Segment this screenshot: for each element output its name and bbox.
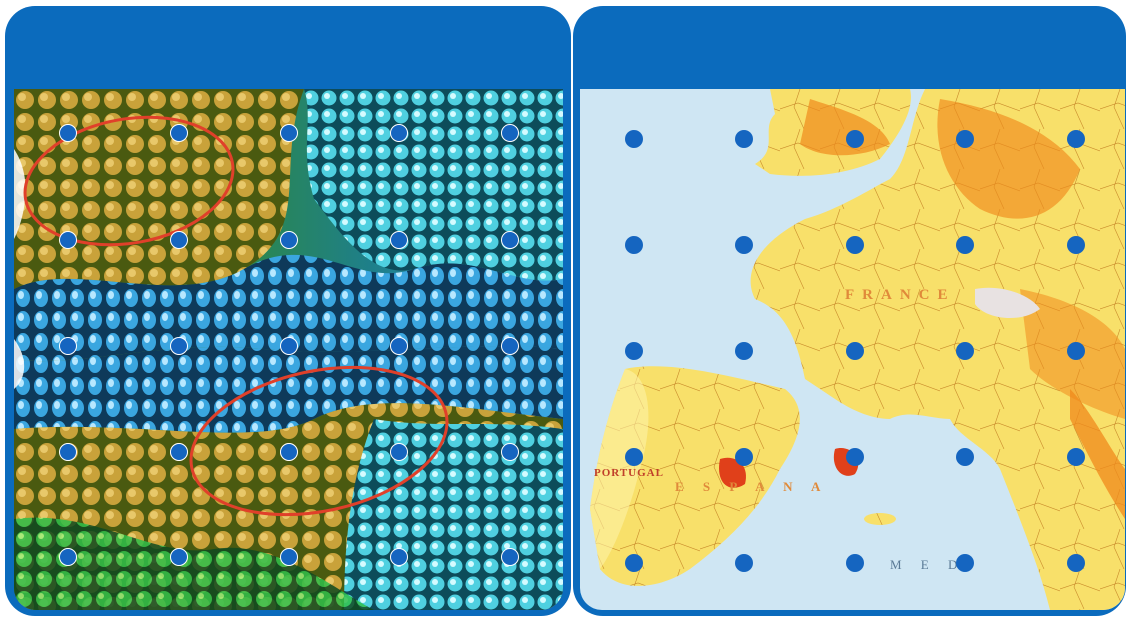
- right-grid-point-r4-c5[interactable]: [1067, 448, 1085, 466]
- left-grid-point-r2-c1[interactable]: [59, 231, 77, 249]
- right-grid-point-r4-c2[interactable]: [735, 448, 753, 466]
- left-grid-point-r5-c5[interactable]: [501, 548, 519, 566]
- right-grid-point-r1-c4[interactable]: [956, 130, 974, 148]
- left-grid-point-r2-c5[interactable]: [501, 231, 519, 249]
- left-grid-point-r5-c1[interactable]: [59, 548, 77, 566]
- right-grid-point-r5-c1[interactable]: [625, 554, 643, 572]
- right-grid-point-r3-c2[interactable]: [735, 342, 753, 360]
- right-grid-point-r4-c1[interactable]: [625, 448, 643, 466]
- right-grid-point-r3-c1[interactable]: [625, 342, 643, 360]
- right-grid-point-r5-c5[interactable]: [1067, 554, 1085, 572]
- left-grid-point-r5-c3[interactable]: [280, 548, 298, 566]
- right-grid-point-r1-c5[interactable]: [1067, 130, 1085, 148]
- map-label-mediterranean: M E D: [890, 557, 966, 572]
- left-panel: [5, 6, 571, 616]
- right-grid-point-r3-c5[interactable]: [1067, 342, 1085, 360]
- right-grid-point-r1-c2[interactable]: [735, 130, 753, 148]
- europe-map-image: FRANCE E S P A N A PORTUGAL M E D: [580, 89, 1125, 610]
- left-grid-point-r1-c3[interactable]: [280, 124, 298, 142]
- right-grid-point-r2-c1[interactable]: [625, 236, 643, 254]
- left-grid-point-r5-c4[interactable]: [390, 548, 408, 566]
- left-grid-point-r4-c3[interactable]: [280, 443, 298, 461]
- right-grid-point-r2-c2[interactable]: [735, 236, 753, 254]
- left-grid-point-r4-c4[interactable]: [390, 443, 408, 461]
- map-label-france: FRANCE: [845, 287, 956, 303]
- left-grid-point-r4-c2[interactable]: [170, 443, 188, 461]
- map-label-espana: E S P A N A: [675, 479, 829, 494]
- europe-map-graphic: [580, 89, 1125, 610]
- right-panel-header: [573, 6, 1126, 88]
- left-grid-point-r4-c5[interactable]: [501, 443, 519, 461]
- left-grid-point-r2-c3[interactable]: [280, 231, 298, 249]
- map-label-portugal: PORTUGAL: [594, 467, 664, 479]
- left-grid-point-r1-c2[interactable]: [170, 124, 188, 142]
- left-grid-point-r3-c4[interactable]: [390, 337, 408, 355]
- left-grid-point-r3-c1[interactable]: [59, 337, 77, 355]
- right-grid-point-r2-c4[interactable]: [956, 236, 974, 254]
- left-grid-point-r3-c5[interactable]: [501, 337, 519, 355]
- left-grid-point-r2-c4[interactable]: [390, 231, 408, 249]
- right-grid-point-r2-c3[interactable]: [846, 236, 864, 254]
- right-grid-point-r3-c4[interactable]: [956, 342, 974, 360]
- right-grid-point-r5-c3[interactable]: [846, 554, 864, 572]
- left-grid-point-r3-c3[interactable]: [280, 337, 298, 355]
- left-grid-point-r1-c4[interactable]: [390, 124, 408, 142]
- left-grid-point-r1-c5[interactable]: [501, 124, 519, 142]
- highlight-ellipse-top: [23, 115, 235, 247]
- right-panel: FRANCE E S P A N A PORTUGAL M E D: [573, 6, 1126, 616]
- molecular-surface-graphic: [14, 89, 563, 610]
- highlight-ellipse-bottom: [189, 365, 449, 517]
- right-grid-point-r4-c4[interactable]: [956, 448, 974, 466]
- left-grid-point-r4-c1[interactable]: [59, 443, 77, 461]
- left-grid-point-r5-c2[interactable]: [170, 548, 188, 566]
- right-grid-point-r4-c3[interactable]: [846, 448, 864, 466]
- right-grid-point-r1-c1[interactable]: [625, 130, 643, 148]
- left-grid-point-r2-c2[interactable]: [170, 231, 188, 249]
- right-grid-point-r5-c2[interactable]: [735, 554, 753, 572]
- left-panel-header: [5, 6, 571, 88]
- right-grid-point-r5-c4[interactable]: [956, 554, 974, 572]
- right-grid-point-r2-c5[interactable]: [1067, 236, 1085, 254]
- right-grid-point-r1-c3[interactable]: [846, 130, 864, 148]
- right-grid-point-r3-c3[interactable]: [846, 342, 864, 360]
- left-grid-point-r1-c1[interactable]: [59, 124, 77, 142]
- molecular-surface-image: [14, 89, 563, 610]
- left-grid-point-r3-c2[interactable]: [170, 337, 188, 355]
